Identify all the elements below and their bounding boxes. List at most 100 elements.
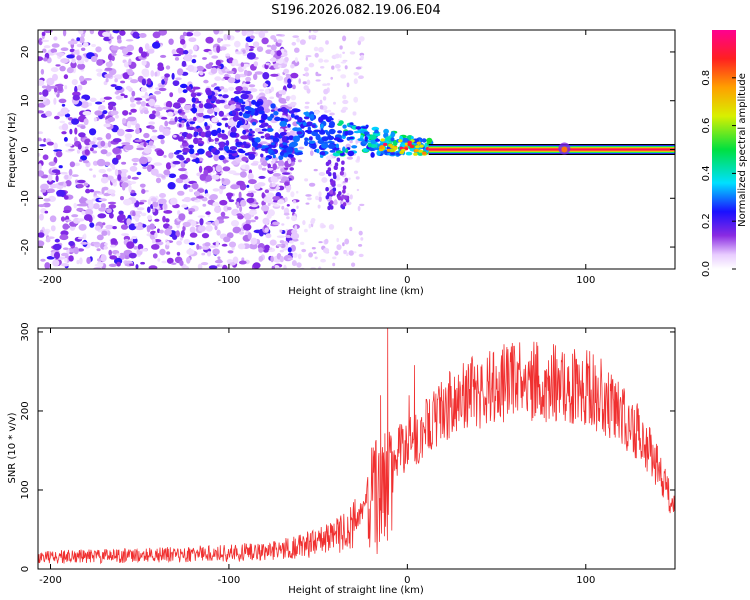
spectrogram-blob <box>177 136 183 142</box>
spectrogram-blob <box>74 127 78 135</box>
spectrogram-blob <box>308 223 312 229</box>
spectrogram-blob <box>157 258 161 262</box>
spectrogram-blob <box>38 240 45 247</box>
spectrogram-blob <box>291 41 297 46</box>
spectrogram-blob <box>107 117 116 122</box>
spectrogram-blob <box>84 146 89 150</box>
spectrogram-blob <box>265 233 272 239</box>
spectrogram-blob <box>323 88 329 95</box>
spectrogram-blob <box>63 74 69 80</box>
spectrogram-blob <box>221 117 229 121</box>
spectrogram-blob <box>141 95 150 99</box>
spectrogram-blob <box>327 141 335 144</box>
spectrogram-blob <box>182 221 191 228</box>
spectrogram-blob <box>172 234 178 240</box>
spectrogram-blob <box>192 54 197 58</box>
spectrogram-blob <box>100 254 107 262</box>
spectrogram-blob <box>336 183 342 188</box>
spectrogram-blob <box>407 143 412 147</box>
spectrogram-blob <box>315 133 321 141</box>
spectrogram-blob <box>98 198 107 202</box>
spectrogram-blob <box>356 188 360 192</box>
spectrogram-blob <box>285 127 292 131</box>
spectrogram-blob <box>159 229 164 234</box>
spectrogram-blob <box>116 261 121 267</box>
spectrogram-blob <box>49 183 58 189</box>
spectrogram-blob <box>171 49 177 55</box>
spectrogram-blob <box>266 44 272 48</box>
spectrogram-blob <box>171 72 175 80</box>
spectrogram-blob <box>134 139 143 142</box>
spectrogram-blob <box>72 91 81 97</box>
spectrogram-blob <box>274 132 280 139</box>
spectrogram-blob <box>197 112 204 118</box>
spectrogram-blob <box>136 171 142 176</box>
spectrogram-blob <box>276 244 283 247</box>
spectrogram-blob <box>196 172 202 177</box>
spectrogram-blob <box>337 130 343 134</box>
spectrogram-blob <box>97 213 107 219</box>
spectrogram-blob <box>135 264 139 269</box>
spectrogram-blob <box>281 48 285 54</box>
spectrogram-blob <box>325 40 329 45</box>
spectrogram-blob <box>130 108 137 113</box>
spectrogram-blob <box>233 116 241 120</box>
spectrogram-blob <box>148 265 158 269</box>
spectrogram-blob <box>216 45 221 53</box>
spectrogram-blob <box>263 196 273 203</box>
spectrogram-blob <box>122 117 127 124</box>
spectrogram-blob <box>219 185 227 190</box>
spectrogram-blob <box>338 191 342 196</box>
spectrogram-blob <box>165 162 172 170</box>
spectrogram-blob <box>192 86 201 90</box>
spectrogram-blob <box>296 37 300 43</box>
spectrogram-blob <box>236 213 243 217</box>
spectrogram-blob <box>373 147 381 150</box>
spectrogram-blob <box>267 202 271 207</box>
spectrogram-blob <box>266 214 272 219</box>
spectrogram-blob <box>128 252 137 259</box>
spectrogram-blob <box>304 105 310 109</box>
spectrogram-blob <box>339 53 342 59</box>
spectrogram-blob <box>357 138 365 142</box>
spectrogram-blob <box>205 211 211 215</box>
spectrogram-blob <box>290 191 295 198</box>
spectrogram-blob <box>54 115 60 120</box>
spectrogram-blob <box>272 170 277 173</box>
spectrogram-blob <box>180 230 185 237</box>
spectrogram-blob <box>256 182 266 187</box>
colorbar: 0.0 0.2 0.4 0.6 0.8 Normalized spectral ampl… <box>701 30 748 277</box>
spectrogram-blob <box>263 248 269 253</box>
spectrogram-blob <box>116 128 125 137</box>
spectrogram-blob <box>246 32 253 37</box>
spectrogram-blob <box>110 238 118 245</box>
spectrogram-blob <box>292 252 298 258</box>
spectrogram-blob <box>296 205 299 209</box>
spectrogram-blob <box>134 216 140 223</box>
spectrogram-blob <box>158 87 167 92</box>
spectrogram-blob <box>278 97 287 104</box>
spectrogram-blob <box>124 133 133 139</box>
spectrogram-blob <box>215 240 219 248</box>
snr-frame <box>37 327 676 570</box>
spectrogram-blob <box>261 204 270 212</box>
spectrogram-blob <box>329 200 334 205</box>
spectrogram-blob <box>264 189 270 194</box>
spectrogram-blob <box>283 264 287 269</box>
tone-burst-core <box>561 146 568 153</box>
spectrogram-blob <box>93 195 99 198</box>
spectrogram-blob <box>214 219 219 227</box>
spectrogram-blob <box>307 197 312 201</box>
spectrogram-blob <box>342 106 348 111</box>
spectrogram-blob <box>310 218 316 222</box>
spectrogram-blob <box>205 224 213 232</box>
spectrogram-blob <box>170 262 177 265</box>
spectrogram-blob <box>342 94 347 100</box>
spectrogram-blob <box>197 215 205 218</box>
spectrogram-blob <box>346 252 349 256</box>
spectrogram-blob <box>151 244 160 250</box>
spectrogram-blob <box>76 184 84 189</box>
spectrogram-blob <box>328 116 333 120</box>
spectrogram-blob <box>102 222 106 226</box>
spectrogram-blob <box>284 196 288 202</box>
